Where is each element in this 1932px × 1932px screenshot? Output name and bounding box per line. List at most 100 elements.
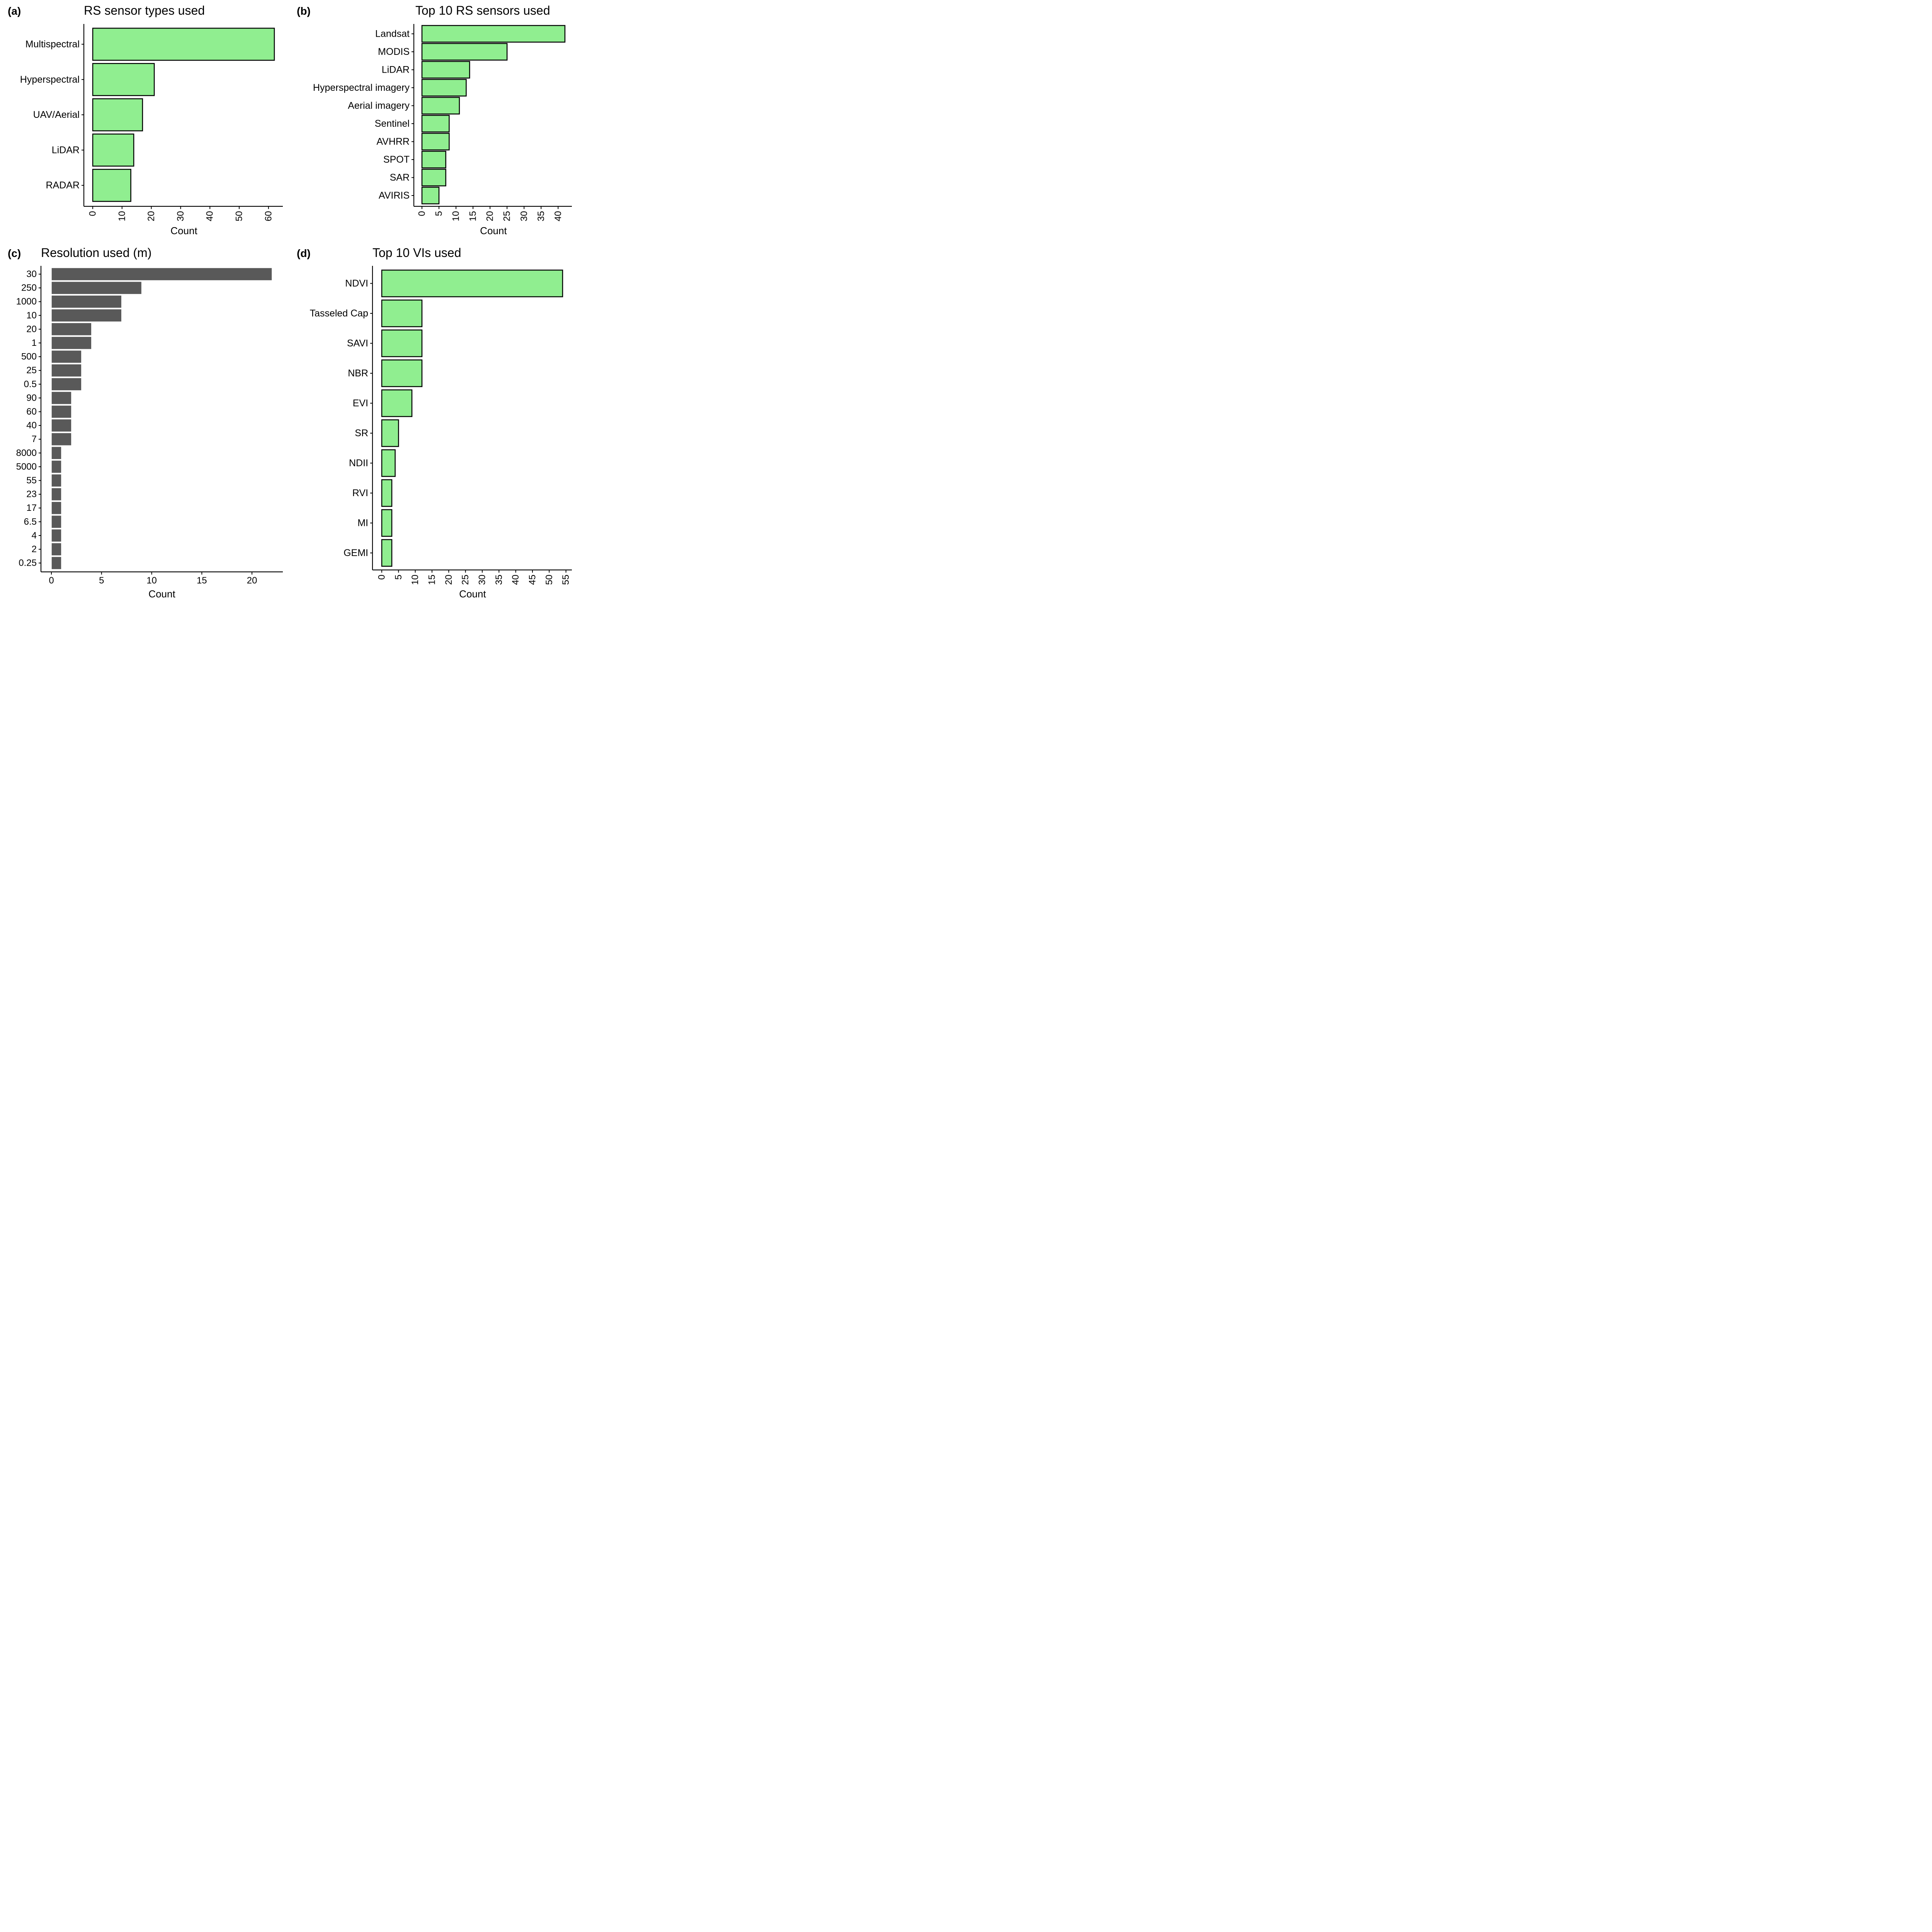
bar <box>51 391 72 405</box>
y-tick-label: 7 <box>32 434 37 444</box>
bar <box>421 168 446 187</box>
x-tick-label: 45 <box>527 575 538 585</box>
y-tick-label: 60 <box>26 406 37 417</box>
y-tick-label: LiDAR <box>52 145 80 155</box>
x-tick-label: 55 <box>561 575 571 585</box>
x-tick-label: 40 <box>205 211 215 221</box>
y-tick-label: SAR <box>390 172 410 183</box>
bar <box>51 364 82 377</box>
bar <box>51 432 72 446</box>
y-tick-label: RADAR <box>46 180 80 191</box>
bar <box>51 418 72 432</box>
x-tick-label: 35 <box>536 211 546 221</box>
x-tick-label: 50 <box>544 575 554 585</box>
bar <box>381 329 423 357</box>
bar <box>51 322 92 336</box>
chart-title: Top 10 RS sensors used <box>415 3 550 17</box>
chart-title: RS sensor types used <box>84 3 205 17</box>
x-tick-label: 15 <box>468 211 478 221</box>
bar <box>381 269 563 298</box>
chart-title: Resolution used (m) <box>41 246 151 260</box>
y-tick-label: 90 <box>26 393 37 403</box>
y-tick-label: AVHRR <box>376 136 410 147</box>
x-axis-label: Count <box>148 588 175 600</box>
bar <box>51 487 62 501</box>
y-tick-label: 10 <box>26 310 37 321</box>
chart-title: Top 10 VIs used <box>372 246 461 260</box>
y-tick-label: SPOT <box>383 154 410 165</box>
panel-label: (c) <box>8 247 21 259</box>
bar <box>51 501 62 515</box>
y-tick-label: 25 <box>26 365 37 376</box>
x-tick-label: 25 <box>502 211 512 221</box>
figure: (a) RS sensor types used Multispectral Hype… <box>8 3 572 600</box>
y-tick-label: SR <box>355 428 368 439</box>
bar <box>92 168 131 202</box>
panel-c: (c) Resolution used (m)302501000102015002… <box>8 246 283 600</box>
x-tick-label: 5 <box>434 211 444 216</box>
x-axis-label: Count <box>459 588 486 600</box>
x-tick-label: 10 <box>117 211 127 221</box>
panel-b: (b) Top 10 RS sensors used Landsat MODIS LiD… <box>297 3 572 236</box>
bar <box>421 61 470 79</box>
bar <box>92 133 134 167</box>
y-tick-label: SAVI <box>347 338 368 349</box>
panel-label: (a) <box>8 5 21 17</box>
bar <box>51 543 62 556</box>
y-tick-label: NDVI <box>345 278 368 289</box>
bar <box>421 97 460 115</box>
bar <box>381 479 393 507</box>
x-tick-label: 10 <box>410 575 420 585</box>
y-tick-label: 17 <box>26 503 37 513</box>
y-tick-label: 500 <box>21 352 37 362</box>
bar <box>421 79 467 97</box>
bar <box>421 133 450 151</box>
bar <box>381 419 399 447</box>
bar <box>51 474 62 487</box>
bar <box>51 281 142 295</box>
panel-label: (d) <box>297 247 311 259</box>
y-tick-label: 40 <box>26 420 37 431</box>
bar <box>51 446 62 460</box>
bar <box>51 295 122 308</box>
y-tick-label: 250 <box>21 283 37 293</box>
y-tick-label: 30 <box>26 269 37 279</box>
y-tick-label: MODIS <box>378 46 410 57</box>
y-tick-label: Aerial imagery <box>348 100 410 111</box>
panel-d: (d) Top 10 VIs used NDVI Tasseled Cap SAVI NB… <box>297 246 572 600</box>
y-tick-label: GEMI <box>344 548 368 558</box>
y-tick-label: 1000 <box>16 296 37 307</box>
x-tick-label: 0 <box>49 575 54 586</box>
bar <box>381 389 413 417</box>
x-tick-label: 30 <box>477 575 488 585</box>
bar <box>421 25 566 43</box>
bar <box>381 359 423 387</box>
bar <box>51 556 62 570</box>
y-tick-label: 0.5 <box>24 379 37 389</box>
bar <box>92 27 275 61</box>
x-tick-label: 10 <box>451 211 461 221</box>
panel-label: (b) <box>297 5 311 17</box>
y-tick-label: 5000 <box>16 461 37 472</box>
x-tick-label: 0 <box>88 211 98 216</box>
y-tick-label: 2 <box>32 544 37 554</box>
bar <box>421 43 508 61</box>
bar <box>381 299 423 327</box>
bar <box>92 63 155 96</box>
y-tick-label: 20 <box>26 324 37 334</box>
x-tick-label: 60 <box>263 211 274 221</box>
x-tick-label: 15 <box>197 575 207 586</box>
x-tick-label: 20 <box>485 211 495 221</box>
x-tick-label: 20 <box>247 575 257 586</box>
bar <box>51 350 82 364</box>
y-tick-label: UAV/Aerial <box>33 109 80 120</box>
bar <box>51 460 62 474</box>
x-tick-label: 40 <box>510 575 521 585</box>
bar <box>51 405 72 418</box>
y-tick-label: Hyperspectral imagery <box>313 82 410 93</box>
bar <box>92 98 143 131</box>
y-tick-label: 4 <box>32 530 37 541</box>
y-tick-label: 23 <box>26 489 37 500</box>
y-tick-label: LiDAR <box>382 65 410 75</box>
x-tick-label: 5 <box>393 575 404 580</box>
